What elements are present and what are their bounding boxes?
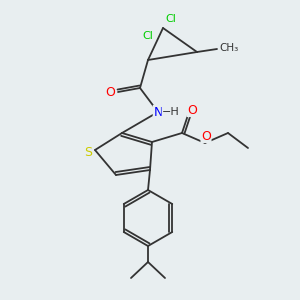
Text: O: O [201, 130, 211, 142]
Text: O: O [105, 85, 115, 98]
Text: CH₃: CH₃ [219, 43, 238, 53]
Text: S: S [84, 146, 92, 158]
Text: Cl: Cl [166, 14, 176, 24]
Text: Cl: Cl [142, 31, 153, 41]
Text: O: O [187, 103, 197, 116]
Text: N: N [153, 106, 163, 118]
Text: −H: −H [162, 107, 180, 117]
